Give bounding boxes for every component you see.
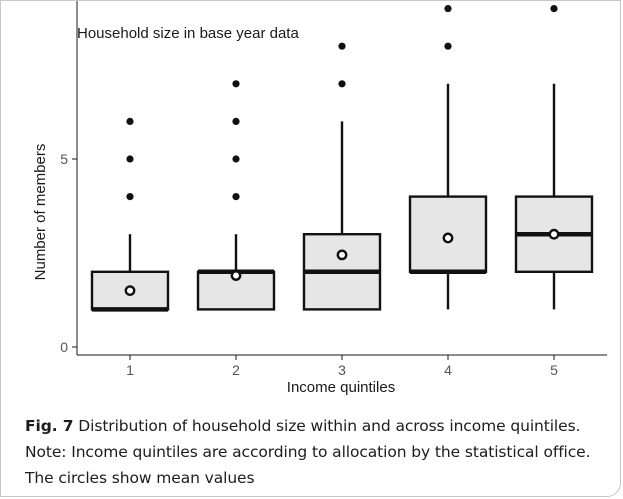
y-axis-label: Number of members [32,144,49,281]
x-tick-label: 2 [232,362,240,378]
x-tick-label: 5 [550,362,558,378]
chart-title: Household size in base year data [77,25,299,42]
figure-caption: Fig. 7 Distribution of household size wi… [25,413,615,491]
box-series [90,5,594,312]
box-group [514,5,594,310]
mean-marker [124,285,136,296]
box-plot-chart: Household size in base year data 051015 … [32,1,607,396]
outlier-point [338,80,346,88]
y-tick-label: 5 [60,151,68,167]
caption-text: Distribution of household size within an… [25,417,591,487]
mean-marker [230,270,242,281]
outlier-point [232,193,240,201]
box-iqr [196,270,276,311]
outlier-point [232,117,240,125]
outlier-point [232,80,240,88]
y-axis: 051015 [60,1,78,355]
box-group [302,42,382,311]
mean-marker [442,232,454,244]
outlier-point [444,5,452,13]
x-axis: 1 2 3 4 5 [77,354,607,378]
box-group [90,117,170,312]
outlier-point [126,193,134,201]
box-group [196,80,276,311]
x-tick-label: 4 [444,362,452,378]
x-tick-label: 1 [126,362,134,378]
mean-marker [336,249,348,261]
outlier-point [444,42,452,50]
x-axis-label: Income quintiles [287,379,395,396]
box-group [408,5,488,310]
caption-label: Fig. 7 [25,417,74,435]
x-tick-label: 3 [338,362,346,378]
y-tick-label: 0 [60,339,68,355]
outlier-point [126,117,134,125]
outlier-point [338,42,346,50]
outlier-point [550,5,558,13]
outlier-point [232,155,240,163]
mean-marker [548,228,560,240]
outlier-point [126,155,134,163]
